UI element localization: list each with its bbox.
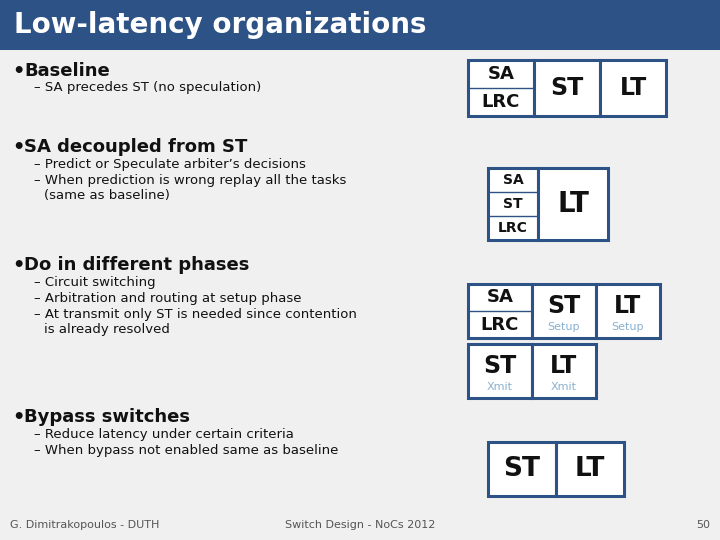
Bar [488, 442, 556, 496]
Text: LT: LT [550, 354, 577, 377]
Bar [532, 344, 596, 398]
Text: SA decoupled from ST: SA decoupled from ST [24, 138, 248, 156]
Text: – Reduce latency under certain criteria: – Reduce latency under certain criteria [34, 428, 294, 441]
Text: ST: ST [547, 294, 580, 318]
Text: Setup: Setup [612, 322, 644, 332]
Bar [468, 284, 532, 338]
Text: – When prediction is wrong replay all the tasks: – When prediction is wrong replay all th… [34, 174, 346, 187]
Text: – SA precedes ST (no speculation): – SA precedes ST (no speculation) [34, 81, 261, 94]
Text: – At transmit only ST is needed since contention: – At transmit only ST is needed since co… [34, 308, 357, 321]
Text: •: • [12, 256, 24, 275]
Bar [468, 344, 532, 398]
Text: Xmit: Xmit [487, 382, 513, 392]
Text: 50: 50 [696, 520, 710, 530]
Text: LRC: LRC [481, 315, 519, 334]
Text: LT: LT [619, 76, 647, 100]
Bar [596, 284, 660, 338]
Bar [538, 168, 608, 240]
Text: Do in different phases: Do in different phases [24, 256, 249, 274]
Bar [488, 168, 538, 240]
Text: is already resolved: is already resolved [44, 323, 170, 336]
Text: LT: LT [575, 456, 606, 482]
Text: Baseline: Baseline [24, 62, 109, 80]
Text: LRC: LRC [482, 93, 520, 111]
Text: ST: ST [483, 354, 517, 377]
Bar [534, 60, 600, 116]
Text: SA: SA [487, 65, 514, 83]
Bar [532, 284, 596, 338]
Text: •: • [12, 408, 24, 427]
Text: Setup: Setup [548, 322, 580, 332]
Text: LRC: LRC [498, 221, 528, 235]
Text: Bypass switches: Bypass switches [24, 408, 190, 426]
Text: Low-latency organizations: Low-latency organizations [14, 11, 426, 39]
Text: ST: ST [503, 456, 541, 482]
Text: (same as baseline): (same as baseline) [44, 189, 170, 202]
Bar [468, 60, 534, 116]
Text: – Predict or Speculate arbiter’s decisions: – Predict or Speculate arbiter’s decisio… [34, 158, 306, 171]
Text: LT: LT [557, 190, 589, 218]
Text: SA: SA [487, 288, 513, 307]
Text: – Arbitration and routing at setup phase: – Arbitration and routing at setup phase [34, 292, 302, 305]
Bar [556, 442, 624, 496]
Text: – Circuit switching: – Circuit switching [34, 276, 156, 289]
Text: Switch Design - NoCs 2012: Switch Design - NoCs 2012 [285, 520, 435, 530]
Text: LT: LT [614, 294, 642, 318]
Bar [0, 0, 720, 50]
Text: •: • [12, 138, 24, 157]
Text: •: • [12, 62, 24, 81]
Text: Xmit: Xmit [551, 382, 577, 392]
Text: ST: ST [550, 76, 584, 100]
Text: – When bypass not enabled same as baseline: – When bypass not enabled same as baseli… [34, 444, 338, 457]
Bar [600, 60, 666, 116]
Text: SA: SA [503, 173, 523, 187]
Text: G. Dimitrakopoulos - DUTH: G. Dimitrakopoulos - DUTH [10, 520, 159, 530]
Text: ST: ST [503, 197, 523, 211]
